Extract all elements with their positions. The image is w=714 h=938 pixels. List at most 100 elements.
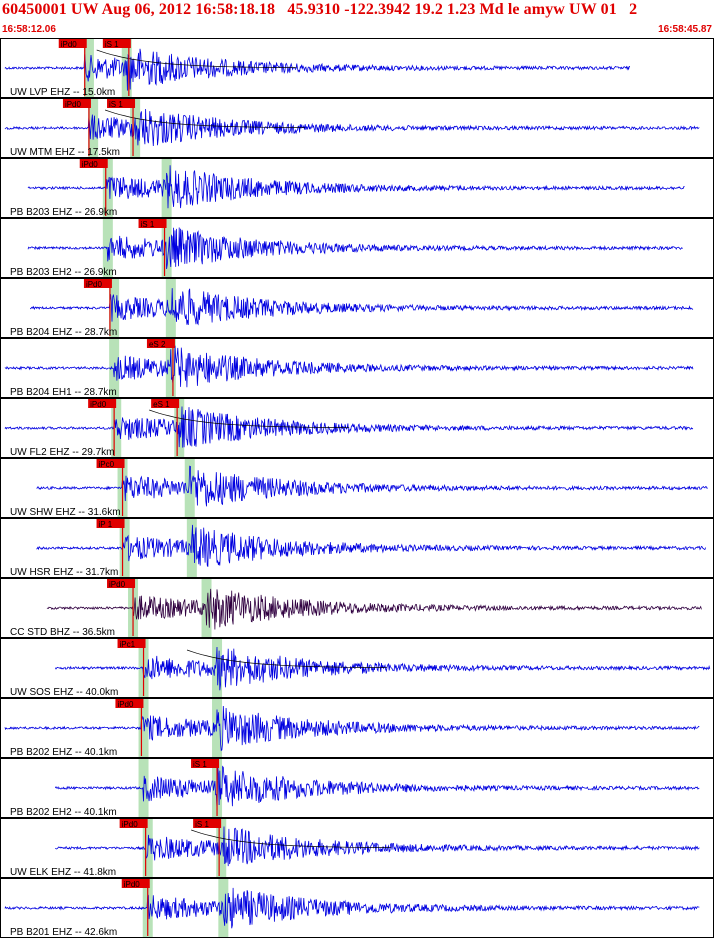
pick-label: iPd0 — [90, 400, 107, 409]
trace-row: iPd0 PB B202 EHZ -- 40.1km — [0, 698, 714, 758]
pick-flag — [193, 819, 222, 828]
pick-flag — [117, 639, 146, 648]
pick-flag — [96, 459, 125, 468]
pick-flag — [146, 339, 175, 348]
coda-fit-curve — [104, 109, 306, 129]
station-label: PB B202 EHZ -- 40.1km — [10, 747, 117, 758]
predicted-arrival-window — [161, 159, 172, 217]
waveform-trace — [55, 826, 700, 867]
pick-label: iPd0 — [117, 700, 134, 709]
pick-label: iPc0 — [99, 460, 115, 469]
pick-label: iPc1 — [120, 640, 136, 649]
station-label: UW ELK EHZ -- 41.8km — [10, 867, 116, 878]
station-label: CC STD BHZ -- 36.5km — [10, 627, 115, 638]
station-label: UW HSR EHZ -- 31.7km — [10, 567, 118, 578]
pick-label: eS 2 — [149, 340, 166, 349]
pick-label: iPd0 — [124, 880, 141, 889]
waveform-trace — [4, 108, 700, 147]
station-label: UW SOS EHZ -- 40.0km — [10, 687, 118, 698]
trace-row: iPc1 UW SOS EHZ -- 40.0km — [0, 638, 714, 698]
predicted-arrival-window — [111, 399, 122, 457]
trace-row: iPd0 CC STD BHZ -- 36.5km — [0, 578, 714, 638]
station-label: UW MTM EHZ -- 17.5km — [10, 147, 120, 158]
event-title: 60450001 UW Aug 06, 2012 16:58:18.18 45.… — [2, 1, 638, 18]
pick-flag — [121, 879, 150, 888]
predicted-arrival-window — [102, 219, 113, 277]
pick-flag — [107, 579, 136, 588]
trace-row: iPd0 PB B204 EHZ -- 28.7km — [0, 278, 714, 338]
trace-row: eS 2 PB B204 EH1 -- 28.7km — [0, 338, 714, 398]
station-label: PB B203 EHZ -- 26.9km — [10, 207, 117, 218]
coda-fit-curve — [149, 409, 350, 429]
waveform-trace — [36, 465, 708, 507]
waveform-trace — [27, 227, 683, 270]
pick-label: iS 1 — [109, 100, 123, 109]
predicted-arrival-window — [102, 159, 113, 217]
station-label: PB B203 EH2 -- 26.9km — [10, 267, 117, 278]
trace-row: iS 1 PB B202 EH2 -- 40.1km — [0, 758, 714, 818]
pick-label: eS 1 — [153, 400, 170, 409]
pick-flag — [107, 99, 136, 108]
trace-row: iS 1 PB B203 EH2 -- 26.9km — [0, 218, 714, 278]
predicted-arrival-window — [201, 579, 212, 637]
predicted-arrival-window — [184, 459, 195, 517]
pick-flag — [83, 279, 112, 288]
pick-label: iPd0 — [65, 100, 82, 109]
station-label: PB B202 EH2 -- 40.1km — [10, 807, 117, 818]
trace-row: iPd0 PB B203 EHZ -- 26.9km — [0, 158, 714, 218]
station-label: PB B204 EHZ -- 28.7km — [10, 327, 117, 338]
predicted-arrival-window — [165, 279, 176, 337]
pick-flag — [79, 159, 108, 168]
pick-flag — [151, 399, 180, 408]
trace-row: iPd0 iS 1 UW ELK EHZ -- 41.8km — [0, 818, 714, 878]
pick-label: iP 1 — [99, 520, 113, 529]
end-time-label: 16:58:45.87 — [658, 24, 712, 35]
coda-fit-curve — [191, 829, 392, 849]
pick-flag — [96, 519, 125, 528]
seismogram-panel: iPd0 iS 1 UW LVP EHZ -- 15.0km iPd0 iS 1 UW M… — [0, 38, 714, 938]
pick-flag — [115, 699, 144, 708]
start-time-label: 16:58:12.06 — [2, 24, 56, 35]
pick-label: iS 1 — [105, 40, 119, 49]
pick-flag — [138, 219, 167, 228]
pick-flag — [102, 39, 131, 48]
pick-label: iS 1 — [195, 820, 209, 829]
coda-fit-curve — [186, 649, 388, 669]
waveform-trace — [4, 345, 694, 388]
waveform-trace — [4, 887, 700, 929]
pick-label: iS 1 — [141, 220, 155, 229]
pick-label: iPd0 — [82, 160, 99, 169]
pick-label: iS 1 — [193, 760, 207, 769]
predicted-arrival-window — [83, 39, 94, 97]
header: 60450001 UW Aug 06, 2012 16:58:18.18 45.… — [0, 0, 714, 38]
predicted-arrival-window — [109, 279, 120, 337]
predicted-arrival-window — [212, 699, 223, 757]
predicted-arrival-window — [138, 699, 149, 757]
pick-label: iPd0 — [86, 280, 103, 289]
station-label: UW LVP EHZ -- 15.0km — [10, 87, 115, 98]
predicted-arrival-window — [109, 339, 120, 397]
pick-label: iPd0 — [122, 820, 139, 829]
waveform-trace — [36, 524, 706, 567]
waveform-trace — [4, 705, 700, 752]
trace-row: iP 1 UW HSR EHZ -- 31.7km — [0, 518, 714, 578]
pick-flag — [88, 399, 117, 408]
pick-label: iPd0 — [109, 580, 126, 589]
station-label: PB B201 EHZ -- 42.6km — [10, 927, 117, 938]
waveform-trace — [54, 765, 700, 809]
pick-flag — [191, 759, 220, 768]
waveform-trace — [27, 165, 685, 209]
trace-row: iPc0 UW SHW EHZ -- 31.6km — [0, 458, 714, 518]
predicted-arrival-window — [186, 519, 197, 577]
trace-row: iPd0 PB B201 EHZ -- 42.6km — [0, 878, 714, 938]
station-label: PB B204 EH1 -- 28.7km — [10, 387, 117, 398]
pick-flag — [119, 819, 148, 828]
waveform-trace — [54, 646, 711, 691]
waveform-trace — [4, 48, 631, 91]
waveform-trace — [29, 288, 694, 326]
pick-flag — [62, 99, 91, 108]
station-label: UW FL2 EHZ -- 29.7km — [10, 447, 114, 458]
trace-row: iPd0 iS 1 UW LVP EHZ -- 15.0km — [0, 38, 714, 98]
predicted-arrival-window — [218, 879, 229, 937]
pick-flag — [58, 39, 87, 48]
